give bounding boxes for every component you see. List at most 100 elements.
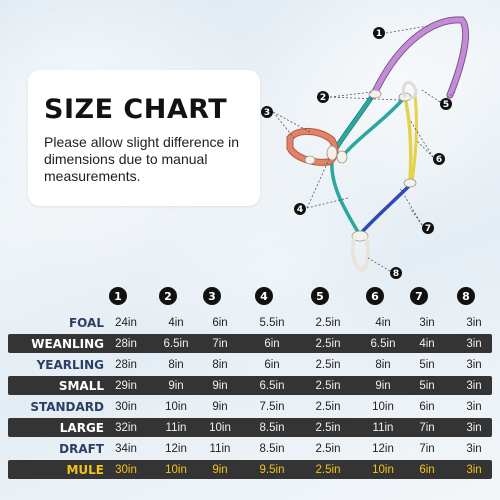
size-label: MULE xyxy=(66,462,104,477)
rope-halter-diagram: 1 2 3 4 5 6 7 8 xyxy=(261,16,470,279)
table-row: FOAL 24in 4in 6in 5.5in 2.5in 4in 3in 3in xyxy=(8,313,492,332)
size-label: SMALL xyxy=(58,378,104,393)
throat-rope xyxy=(403,96,413,181)
table-cell: 8in xyxy=(375,358,391,371)
table-cell: 30in xyxy=(115,400,137,413)
table-cell: 2.5in xyxy=(315,358,341,371)
svg-text:6: 6 xyxy=(436,155,442,165)
table-cell: 2.5in xyxy=(315,316,341,329)
table-cell: 6.5in xyxy=(370,337,396,350)
table-cell: 3in xyxy=(466,337,482,350)
svg-text:3: 3 xyxy=(264,108,270,118)
table-cell: 5.5in xyxy=(259,316,285,329)
table-cell: 6in xyxy=(212,316,228,329)
table-cell: 7in xyxy=(419,442,435,455)
bottom-loop xyxy=(350,237,371,273)
column-header-3: 3 xyxy=(203,287,221,305)
size-label: LARGE xyxy=(59,420,104,435)
table-cell: 7.5in xyxy=(259,400,285,413)
table-cell: 3in xyxy=(466,442,482,455)
table-cell: 3in xyxy=(466,421,482,434)
table-cell: 9in xyxy=(212,400,228,413)
marker-4: 4 xyxy=(294,203,306,215)
table-cell: 10in xyxy=(209,421,231,434)
size-label: WEANLING xyxy=(31,336,104,351)
table-cell: 4in xyxy=(168,316,184,329)
table-cell: 7in xyxy=(212,337,228,350)
column-header-7: 7 xyxy=(410,287,428,305)
table-cell: 10in xyxy=(165,400,187,413)
size-label: FOAL xyxy=(68,315,104,330)
column-header-1: 1 xyxy=(109,287,127,305)
table-cell: 11in xyxy=(372,421,394,434)
lower-rope xyxy=(360,183,412,234)
column-header-5: 5 xyxy=(311,287,329,305)
size-label: YEARLING xyxy=(36,357,104,372)
table-cell: 4in xyxy=(375,316,391,329)
column-header-2: 2 xyxy=(159,287,177,305)
marker-2: 2 xyxy=(317,91,329,103)
svg-text:5: 5 xyxy=(443,100,449,110)
marker-5: 5 xyxy=(440,98,452,110)
table-cell: 29in xyxy=(115,379,137,392)
table-cell: 8in xyxy=(212,358,228,371)
table-cell: 2.5in xyxy=(315,337,341,350)
table-cell: 30in xyxy=(115,463,137,476)
table-cell: 11in xyxy=(165,421,187,434)
table-cell: 3in xyxy=(466,463,482,476)
table-cell: 3in xyxy=(466,316,482,329)
page-title: SIZE CHART xyxy=(44,94,228,125)
table-cell: 3in xyxy=(419,316,435,329)
size-label: STANDARD xyxy=(30,399,104,414)
table-cell: 28in xyxy=(115,358,137,371)
table-cell: 12in xyxy=(372,442,394,455)
column-header-6: 6 xyxy=(366,287,384,305)
table-cell: 2.5in xyxy=(315,463,341,476)
table-cell: 6.5in xyxy=(163,337,189,350)
table-cell: 2.5in xyxy=(315,442,341,455)
svg-text:1: 1 xyxy=(376,29,382,39)
table-cell: 7in xyxy=(419,421,435,434)
table-row: DRAFT 34in 12in 11in 8.5in 2.5in 12in 7in 3in xyxy=(8,439,492,458)
table-cell: 9in xyxy=(168,379,184,392)
table-cell: 10in xyxy=(165,463,187,476)
column-header-4: 4 xyxy=(255,287,273,305)
table-cell: 6in xyxy=(264,358,280,371)
marker-3: 3 xyxy=(261,106,273,118)
table-cell: 3in xyxy=(466,400,482,413)
table-cell: 9in xyxy=(212,463,228,476)
table-cell: 6in xyxy=(419,400,435,413)
table-row: STANDARD 30in 10in 9in 7.5in 2.5in 10in 6in 3in xyxy=(8,397,492,416)
table-cell: 2.5in xyxy=(315,379,341,392)
table-cell: 9in xyxy=(212,379,228,392)
marker-6: 6 xyxy=(433,153,445,165)
table-row: LARGE 32in 11in 10in 8.5in 2.5in 11in 7in 3in xyxy=(8,418,492,437)
size-label: DRAFT xyxy=(59,441,104,456)
table-cell: 8in xyxy=(168,358,184,371)
table-cell: 32in xyxy=(115,421,137,434)
table-row: SMALL 29in 9in 9in 6.5in 2.5in 9in 5in 3in xyxy=(8,376,492,395)
marker-1: 1 xyxy=(373,27,385,39)
disclaimer-text: Please allow slight difference in dimens… xyxy=(44,134,240,184)
marker-7: 7 xyxy=(422,222,434,234)
column-header-8: 8 xyxy=(457,287,475,305)
table-cell: 10in xyxy=(372,400,394,413)
table-cell: 2.5in xyxy=(315,400,341,413)
table-row: MULE 30in 10in 9in 9.5in 2.5in 10in 6in 3in xyxy=(8,460,492,479)
table-cell: 9.5in xyxy=(259,463,285,476)
svg-text:4: 4 xyxy=(297,205,303,215)
info-card: SIZE CHART Please allow slight differenc… xyxy=(28,70,260,206)
svg-text:7: 7 xyxy=(425,224,431,234)
marker-8: 8 xyxy=(390,267,402,279)
table-cell: 34in xyxy=(115,442,137,455)
svg-text:2: 2 xyxy=(320,93,326,103)
table-cell: 4in xyxy=(419,337,435,350)
table-cell: 3in xyxy=(466,379,482,392)
table-cell: 12in xyxy=(165,442,187,455)
table-cell: 8.5in xyxy=(259,442,285,455)
table-row: WEANLING 28in 6.5in 7in 6in 2.5in 6.5in 4in 3in xyxy=(8,334,492,353)
table-cell: 2.5in xyxy=(315,421,341,434)
table-cell: 9in xyxy=(375,379,391,392)
table-cell: 10in xyxy=(372,463,394,476)
table-cell: 5in xyxy=(419,358,435,371)
